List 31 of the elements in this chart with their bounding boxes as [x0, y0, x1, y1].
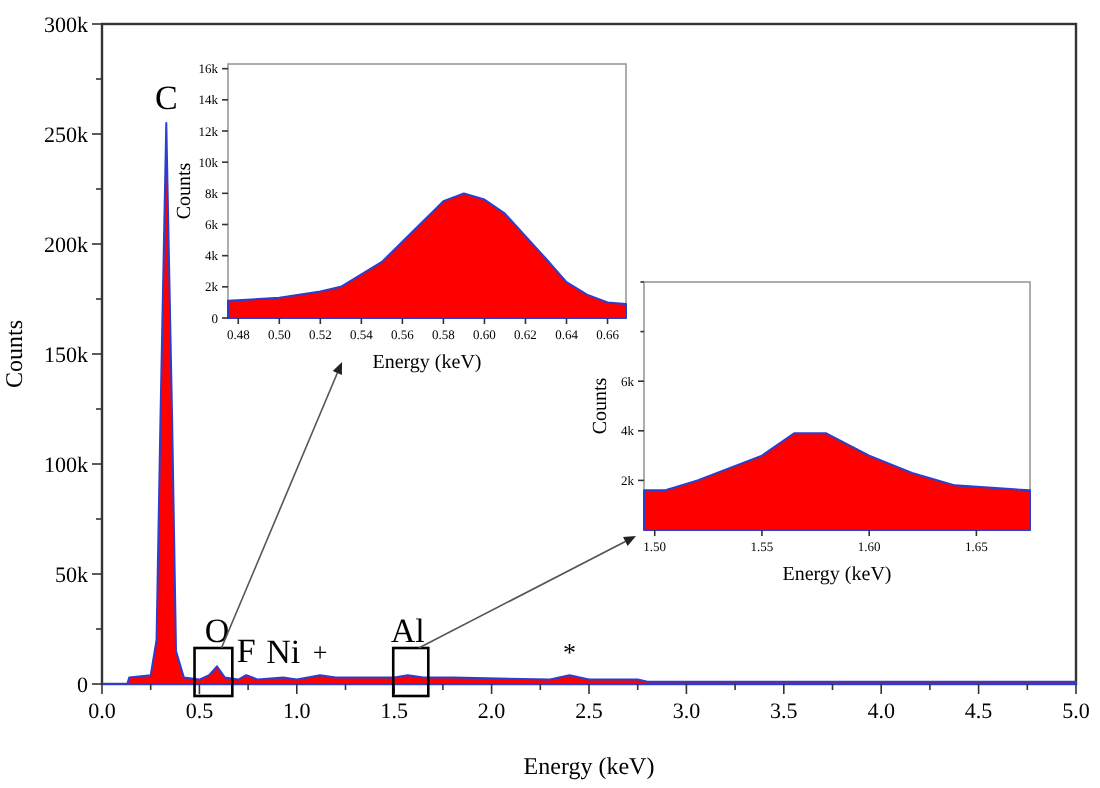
annotation: +	[312, 637, 328, 668]
x-tick-label: 2.0	[477, 700, 507, 724]
x-tick-label: 4.5	[964, 700, 994, 724]
x-tick-label: 5.0	[1062, 700, 1091, 724]
annotation: F	[236, 632, 256, 671]
x-tick-label: 3.5	[770, 700, 799, 724]
annotation: Ni	[266, 633, 301, 672]
y-axis-title: Counts	[174, 162, 196, 220]
y-axis-title: Counts	[590, 377, 612, 435]
x-tick-label: 1.5	[380, 700, 409, 724]
y-tick-label: 300k	[44, 13, 89, 38]
x-tick-label: 2.5	[575, 700, 604, 724]
y-tick-label: 250k	[44, 123, 89, 148]
x-axis-title: Energy (keV)	[782, 564, 892, 586]
x-tick-label: 0.5	[185, 700, 215, 724]
x-tick-label: 0.0	[88, 700, 117, 724]
y-tick-label: 0	[77, 673, 89, 698]
annotation: C	[154, 79, 178, 117]
y-axis-title: Counts	[0, 319, 28, 389]
x-axis-title: Energy (keV)	[523, 752, 655, 780]
y-tick-label: 100k	[44, 453, 89, 478]
y-tick-label: 200k	[44, 233, 89, 258]
annotation: Al	[390, 612, 426, 650]
annotation: O	[204, 612, 230, 650]
x-tick-label: 3.0	[672, 700, 702, 724]
annotation: *	[563, 637, 577, 668]
y-tick-label: 150k	[44, 343, 89, 368]
y-tick-label: 50k	[55, 563, 89, 588]
x-tick-label: 1.0	[283, 700, 312, 724]
x-axis-title: Energy (keV)	[372, 352, 482, 374]
x-tick-label: 4.0	[867, 700, 896, 724]
